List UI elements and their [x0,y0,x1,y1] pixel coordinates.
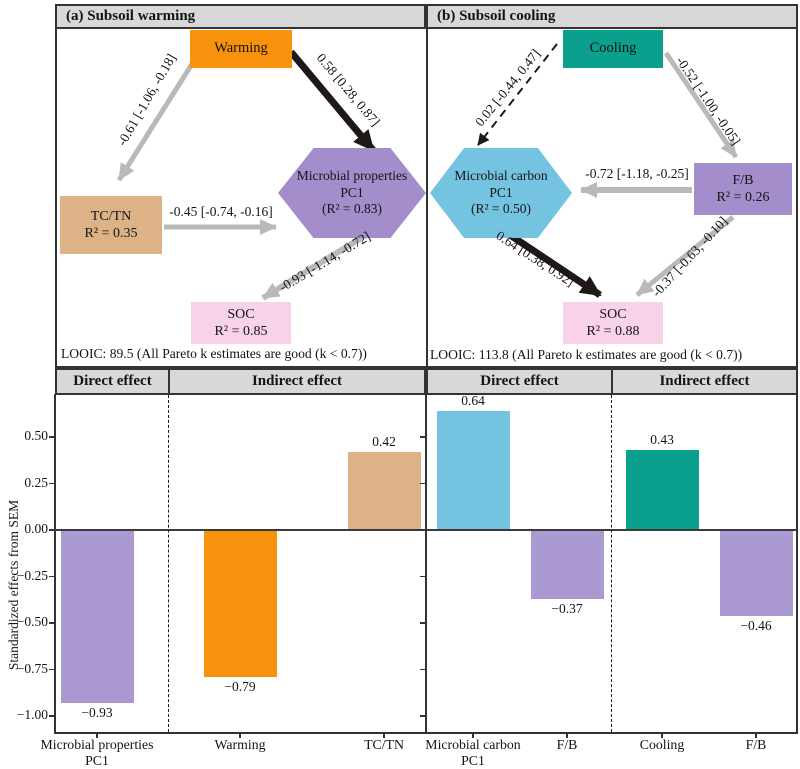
y-tick-label: −1.00 [16,707,48,722]
node-pc1b-r2: (R² = 0.50) [470,201,532,217]
x-tick-label-line: F/B [556,737,578,752]
x-tick-label-line: PC1 [85,753,109,768]
looic-note-a: LOOIC: 89.5 (All Pareto k estimates are … [61,346,367,361]
node-tctn: TC/TN R² = 0.35 [60,196,162,254]
header-indirect-effect-b: Indirect effect [613,368,798,395]
y-tick-label: −0.75 [16,660,48,676]
node-warming: Warming [190,30,292,68]
node-soc-b-r2: R² = 0.88 [586,324,640,339]
x-tick-label-line: Warming [214,737,266,752]
node-cooling-label: Cooling [589,40,637,57]
x-tick-label-line: PC1 [461,753,485,768]
x-tick-label-line: Cooling [639,737,685,752]
y-tick-label: 0.50 [24,428,48,443]
node-pc1b-line1: Microbial carbon [454,168,548,184]
bar [530,530,604,599]
node-soc-a: SOC R² = 0.85 [191,302,291,344]
header-direct-effect-b: Direct effect [426,368,613,395]
bar-value-label: −0.93 [81,704,113,720]
y-tick-label: −0.25 [16,567,48,583]
x-tick-label-line: TC/TN [364,737,404,752]
y-tick-mark [420,575,426,578]
y-tick-label: 0.00 [24,521,48,536]
node-fb-r2: R² = 0.26 [716,190,770,205]
y-axis-left [54,394,56,734]
y-axis-middle [425,394,427,734]
y-tick-mark [49,436,55,438]
node-pc1b-line2: PC1 [489,184,513,200]
node-soc-a-label: SOC [227,306,255,322]
bar-value-label: 0.64 [461,392,485,408]
node-soc-b: SOC R² = 0.88 [563,302,663,344]
x-tick-label: Microbial properties PC1 [22,737,172,769]
x-tick-label: Microbial carbon PC1 [398,737,548,769]
node-tctn-label: TC/TN [90,208,132,224]
x-tick-mark [755,733,757,738]
section-divider-dashed-b [611,395,612,732]
chart-right-border [796,394,798,734]
x-tick-mark [661,733,663,738]
y-tick-mark [49,575,55,578]
x-axis [55,732,798,734]
x-tick-label: Warming [165,737,315,753]
header-direct-effect-a: Direct effect [55,368,170,395]
node-pc1a-line1: Microbial properties [296,168,408,184]
bar [436,410,510,530]
bar-value-label: 0.42 [372,433,396,449]
bar [60,530,134,703]
y-tick-mark [420,529,426,531]
section-divider-dashed-a [168,395,169,732]
y-tick-mark [49,482,55,485]
y-tick-mark [420,436,426,438]
bar-value-label: −0.46 [740,617,772,633]
y-tick-mark [49,529,55,531]
panel-b-title: (b) Subsoil cooling [426,4,798,29]
x-tick-mark [96,733,98,738]
bar [203,530,277,677]
node-tctn-r2: R² = 0.35 [84,226,138,241]
y-tick-mark [49,715,55,717]
x-tick-label: Cooling [587,737,737,753]
bar [625,450,699,530]
node-pc1a-r2: (R² = 0.83) [321,201,383,217]
y-tick-mark [420,482,426,485]
x-tick-label: F/B [681,737,800,753]
y-tick-mark [420,622,426,624]
y-tick-label: −0.50 [16,614,48,629]
panel-a-title: (a) Subsoil warming [55,4,426,29]
x-tick-label-line: Microbial carbon [425,737,521,752]
bar-value-label: −0.37 [551,600,583,616]
header-indirect-effect-a: Indirect effect [170,368,426,395]
x-tick-mark [383,733,385,738]
node-soc-b-label: SOC [599,306,627,322]
bar-value-label: −0.79 [224,678,256,694]
node-warming-label: Warming [214,40,268,57]
looic-note-b: LOOIC: 113.8 (All Pareto k estimates are… [430,347,743,362]
zero-line [55,529,798,531]
node-cooling: Cooling [563,30,663,68]
y-tick-mark [49,668,55,671]
node-fb: F/B R² = 0.26 [694,163,792,215]
y-tick-mark [420,715,426,717]
y-tick-mark [420,668,426,671]
y-tick-mark [49,622,55,624]
node-fb-label: F/B [732,172,754,188]
path-label-tctn-pc1: -0.45 [-0.74, -0.16] [169,204,273,219]
x-tick-label-line: Microbial properties [40,737,154,752]
x-tick-mark [239,733,241,738]
bar-value-label: 0.43 [650,432,674,448]
bar [347,451,421,530]
node-pc1a-line2: PC1 [340,184,364,200]
node-soc-a-r2: R² = 0.85 [214,324,268,339]
bar [719,530,793,616]
y-tick-label: 0.25 [24,474,48,490]
x-tick-mark [566,733,568,738]
x-tick-label: TC/TN [309,737,459,753]
node-microbial-properties-pc1: Microbial properties PC1 (R² = 0.83) [278,148,426,238]
path-label-fb-pc1: -0.72 [-1.18, -0.25] [585,166,689,181]
x-tick-label-line: F/B [745,737,767,752]
x-tick-label: F/B [492,737,642,753]
x-tick-mark [472,733,474,738]
